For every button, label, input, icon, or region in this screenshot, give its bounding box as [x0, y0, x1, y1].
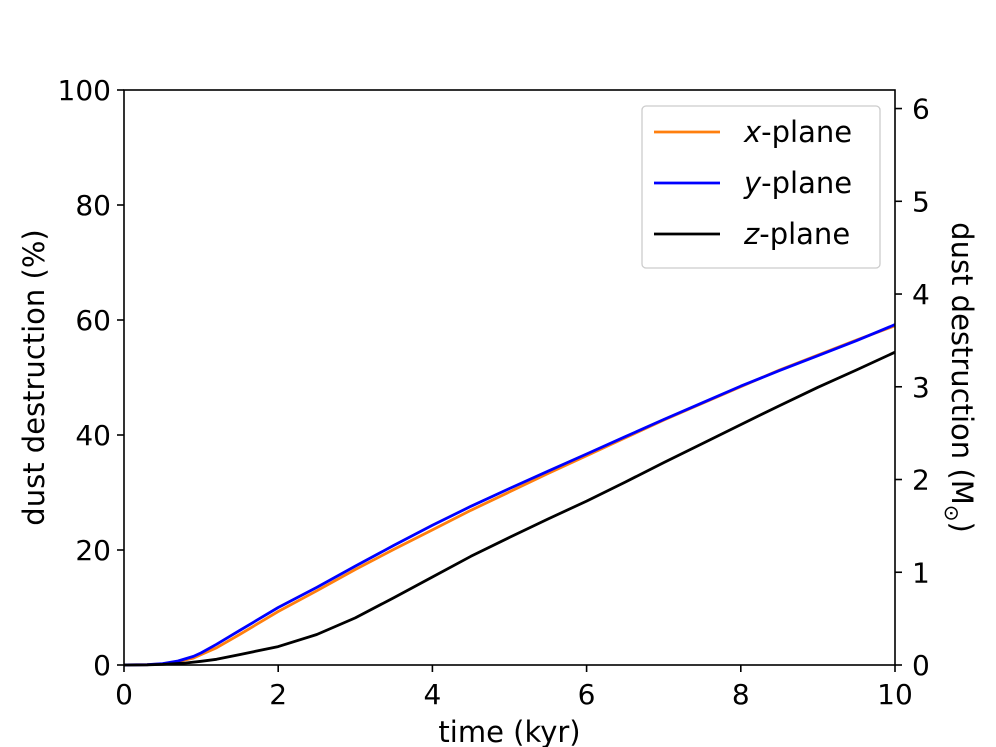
y-axis-label: dust destruction (%) [17, 229, 51, 525]
legend-label-rest: -plane [759, 217, 850, 251]
legend-label-rest: -plane [761, 166, 852, 200]
right-y-axis-label-end: ) [945, 522, 979, 533]
right-y-tick-label: 2 [912, 464, 930, 497]
right-y-tick-label: 1 [912, 556, 930, 589]
right-y-tick-label: 3 [912, 371, 930, 404]
y-tick-label: 40 [75, 419, 111, 452]
right-y-axis-label: dust destruction (M⊙) [940, 222, 979, 533]
right-y-tick-label: 6 [912, 93, 930, 126]
y-tick-label: 100 [58, 74, 111, 107]
legend-label-y-plane: y-plane [743, 166, 852, 200]
series-layer [123, 323, 896, 667]
legend-label-x-plane: x-plane [743, 115, 852, 149]
legend-box [641, 105, 881, 269]
x-tick-label: 2 [269, 678, 287, 711]
right-y-tick-label: 0 [912, 649, 930, 682]
series-line-z-plane [123, 350, 896, 667]
series-line-x-plane [123, 324, 896, 667]
legend-label-italic: y [743, 166, 762, 200]
y-tick-label: 0 [93, 649, 111, 682]
right-y-axis-label-main: dust destruction (M [945, 222, 979, 505]
x-tick-label: 4 [423, 678, 441, 711]
right-y-tick-label: 5 [912, 185, 930, 218]
x-axis-label: time (kyr) [438, 715, 580, 747]
legend-label-z-plane: z-plane [743, 217, 850, 251]
x-tick-label: 8 [732, 678, 750, 711]
x-tick-label: 6 [578, 678, 596, 711]
x-tick-label: 10 [877, 678, 913, 711]
plot-frame [123, 89, 896, 666]
right-y-axis-label-sub: ⊙ [940, 505, 964, 522]
legend-label-italic: x [743, 115, 762, 149]
y-tick-label: 80 [75, 189, 111, 222]
y-tick-label: 20 [75, 534, 111, 567]
legend-label-rest: -plane [761, 115, 852, 149]
right-y-tick-label: 4 [912, 278, 930, 311]
series-line-y-plane [123, 323, 896, 667]
legend-label-italic: z [743, 217, 760, 251]
y-tick-label: 60 [75, 304, 111, 337]
x-tick-label: 0 [115, 678, 133, 711]
